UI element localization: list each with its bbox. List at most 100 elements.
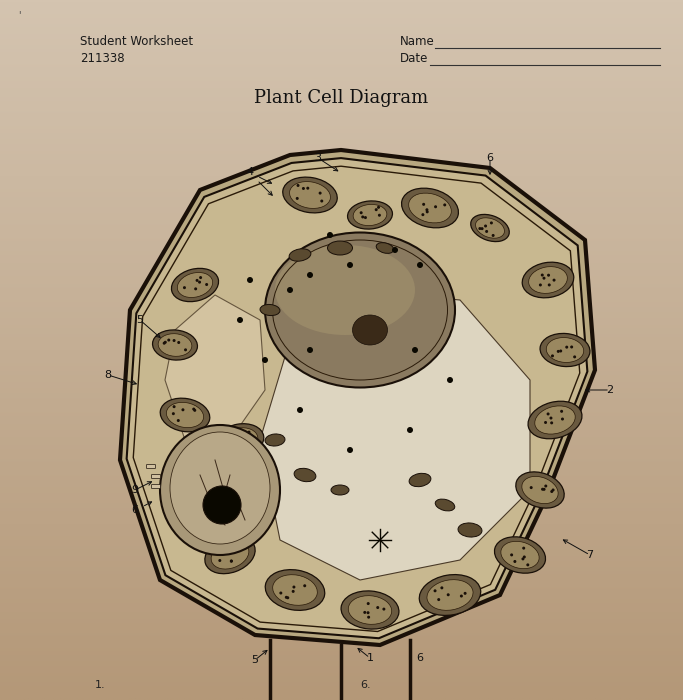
Ellipse shape — [408, 193, 451, 223]
Ellipse shape — [492, 234, 494, 237]
Ellipse shape — [437, 598, 441, 601]
Ellipse shape — [211, 501, 214, 505]
Ellipse shape — [541, 488, 544, 491]
Ellipse shape — [392, 247, 398, 253]
Ellipse shape — [528, 401, 582, 439]
Ellipse shape — [224, 551, 227, 554]
FancyBboxPatch shape — [146, 465, 156, 468]
Ellipse shape — [302, 187, 305, 190]
Ellipse shape — [547, 274, 550, 276]
FancyBboxPatch shape — [152, 484, 161, 489]
Text: Name: Name — [400, 35, 435, 48]
Ellipse shape — [542, 488, 546, 491]
Ellipse shape — [352, 315, 387, 345]
Text: 1: 1 — [367, 653, 374, 663]
Ellipse shape — [205, 283, 208, 286]
Ellipse shape — [331, 485, 349, 495]
Ellipse shape — [178, 272, 212, 298]
Ellipse shape — [225, 550, 227, 553]
Ellipse shape — [285, 596, 288, 598]
Ellipse shape — [167, 339, 170, 342]
Ellipse shape — [307, 347, 313, 353]
Text: 3: 3 — [314, 153, 322, 163]
Ellipse shape — [194, 288, 197, 290]
Text: 6: 6 — [417, 653, 423, 663]
Ellipse shape — [367, 616, 370, 619]
Ellipse shape — [353, 204, 387, 225]
Ellipse shape — [559, 349, 562, 353]
Ellipse shape — [247, 277, 253, 283]
Ellipse shape — [204, 489, 236, 512]
Text: 9: 9 — [131, 485, 139, 495]
Ellipse shape — [447, 377, 453, 383]
Text: 7: 7 — [587, 550, 594, 560]
Ellipse shape — [238, 442, 241, 446]
Text: 211338: 211338 — [80, 52, 124, 65]
Ellipse shape — [199, 276, 202, 279]
Ellipse shape — [546, 412, 550, 416]
Ellipse shape — [409, 473, 431, 486]
Ellipse shape — [247, 430, 251, 433]
Ellipse shape — [550, 421, 553, 424]
Ellipse shape — [364, 216, 367, 219]
Ellipse shape — [328, 241, 352, 255]
Text: 5: 5 — [251, 655, 258, 665]
Ellipse shape — [198, 281, 201, 284]
Ellipse shape — [460, 594, 463, 598]
Ellipse shape — [407, 427, 413, 433]
Ellipse shape — [522, 477, 558, 503]
Text: 8: 8 — [104, 370, 111, 380]
Ellipse shape — [522, 262, 574, 298]
Ellipse shape — [541, 274, 544, 276]
Ellipse shape — [222, 551, 225, 554]
Ellipse shape — [173, 339, 176, 342]
Ellipse shape — [235, 436, 238, 439]
Ellipse shape — [215, 500, 219, 503]
Text: 2: 2 — [607, 385, 613, 395]
Ellipse shape — [193, 409, 196, 412]
Ellipse shape — [484, 225, 487, 228]
Ellipse shape — [279, 592, 282, 594]
Ellipse shape — [426, 210, 429, 214]
Ellipse shape — [377, 206, 380, 209]
Ellipse shape — [220, 502, 223, 505]
Ellipse shape — [376, 606, 379, 609]
Ellipse shape — [320, 199, 323, 202]
Ellipse shape — [566, 346, 568, 349]
Ellipse shape — [471, 214, 510, 241]
Ellipse shape — [275, 245, 415, 335]
Ellipse shape — [182, 408, 184, 412]
Polygon shape — [165, 295, 265, 440]
Ellipse shape — [347, 262, 353, 268]
Text: Date: Date — [400, 52, 428, 65]
Polygon shape — [260, 290, 530, 580]
Ellipse shape — [265, 434, 285, 446]
Polygon shape — [126, 158, 587, 638]
Text: 5: 5 — [137, 315, 143, 325]
Ellipse shape — [265, 232, 455, 388]
Polygon shape — [120, 150, 595, 645]
Ellipse shape — [570, 346, 573, 349]
Ellipse shape — [522, 556, 526, 559]
Ellipse shape — [573, 356, 576, 358]
Ellipse shape — [550, 490, 553, 493]
Ellipse shape — [514, 560, 516, 563]
Text: Plant Cell Diagram: Plant Cell Diagram — [254, 89, 428, 107]
Ellipse shape — [219, 559, 221, 562]
Text: 1.: 1. — [95, 680, 106, 690]
Ellipse shape — [163, 342, 166, 344]
Ellipse shape — [544, 484, 547, 487]
Ellipse shape — [557, 350, 560, 353]
Ellipse shape — [422, 203, 425, 206]
Ellipse shape — [551, 354, 554, 358]
Ellipse shape — [192, 407, 195, 411]
Ellipse shape — [419, 575, 481, 615]
Ellipse shape — [376, 243, 394, 253]
Ellipse shape — [177, 341, 180, 344]
Ellipse shape — [485, 230, 488, 233]
Ellipse shape — [198, 484, 242, 516]
Ellipse shape — [501, 541, 539, 568]
Ellipse shape — [195, 279, 199, 282]
Ellipse shape — [289, 248, 311, 261]
Ellipse shape — [303, 584, 306, 587]
